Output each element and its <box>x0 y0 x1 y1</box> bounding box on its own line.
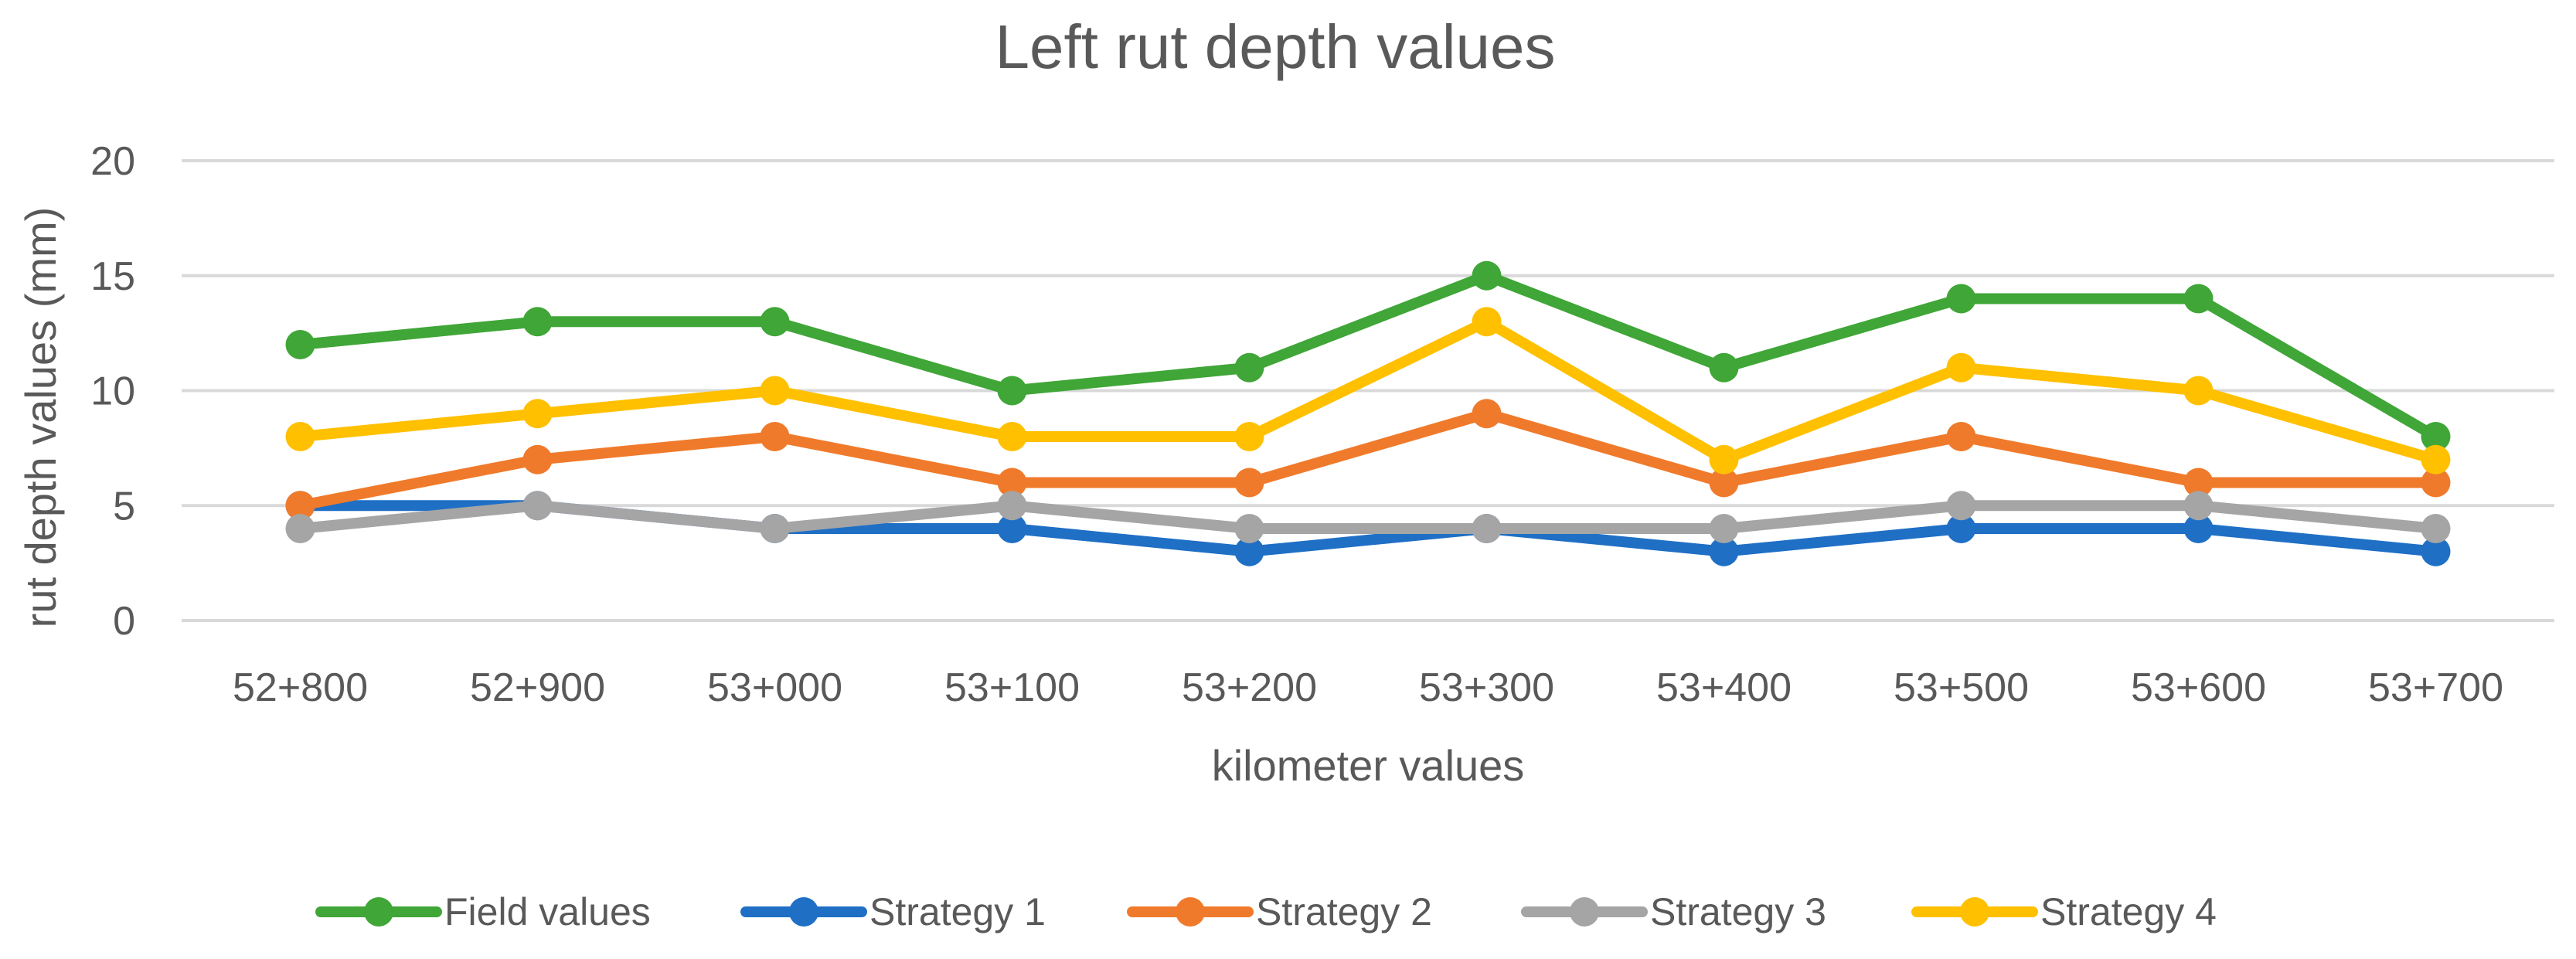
y-axis-ticks: 0 5 10 15 20 <box>90 139 135 644</box>
data-point <box>1234 514 1264 543</box>
x-tick-label: 53+500 <box>1894 665 2029 710</box>
x-tick-label: 53+000 <box>707 665 842 710</box>
data-point <box>2183 491 2214 521</box>
y-tick-label: 20 <box>90 139 135 184</box>
data-point <box>2421 536 2451 566</box>
data-point <box>2421 468 2451 498</box>
y-tick-label: 0 <box>113 599 135 644</box>
data-point <box>1709 468 1739 498</box>
data-point <box>2421 444 2451 474</box>
legend-label: Strategy 2 <box>1256 890 1432 933</box>
data-point <box>1709 352 1739 383</box>
x-tick-label: 53+700 <box>2368 665 2503 710</box>
legend-label: Strategy 3 <box>1650 890 1826 933</box>
x-tick-label: 52+800 <box>233 665 368 710</box>
data-point <box>2183 514 2214 543</box>
data-point <box>997 491 1027 521</box>
x-tick-label: 53+300 <box>1419 665 1554 710</box>
data-point <box>1709 514 1739 543</box>
data-point <box>2183 468 2214 498</box>
data-point <box>2421 514 2451 543</box>
x-tick-label: 53+200 <box>1182 665 1317 710</box>
y-tick-label: 15 <box>90 254 135 299</box>
x-tick-label: 53+400 <box>1656 665 1792 710</box>
series-line <box>294 500 2442 534</box>
x-tick-label: 53+100 <box>944 665 1080 710</box>
data-point <box>1234 536 1264 566</box>
data-point <box>285 330 315 359</box>
series-line <box>294 316 2442 465</box>
data-point <box>997 468 1027 498</box>
legend-swatch-marker <box>364 897 393 927</box>
x-tick-label: 53+600 <box>2131 665 2266 710</box>
series-field-values <box>285 260 2451 451</box>
legend-item[interactable]: Field values <box>315 890 651 933</box>
data-point <box>1946 491 1976 521</box>
legend-swatch-marker <box>1960 897 1989 927</box>
data-point <box>522 399 553 429</box>
data-point <box>1946 284 1976 314</box>
series-strategy-3 <box>285 491 2451 543</box>
legend[interactable]: Field values Strategy 1 Strategy 2 Strategy… <box>315 890 2217 933</box>
data-point <box>522 491 553 521</box>
legend-swatch-marker <box>1176 897 1205 927</box>
x-axis-label: kilometer values <box>1212 741 1525 790</box>
legend-item[interactable]: Strategy 1 <box>740 890 1046 933</box>
x-axis-ticks: 52+800 52+900 53+000 53+100 53+200 53+300 53+4… <box>233 665 2503 710</box>
series-strategy-2 <box>285 399 2451 521</box>
y-axis-label: rut depth values (mm) <box>16 207 65 628</box>
data-point <box>285 514 315 543</box>
data-point <box>2421 422 2451 451</box>
data-point <box>1234 468 1264 498</box>
data-point <box>1946 422 1976 451</box>
series-line <box>294 408 2442 512</box>
series-line <box>294 270 2442 442</box>
data-point <box>760 307 790 337</box>
data-point <box>522 307 553 337</box>
data-point <box>1472 307 1502 337</box>
chart-title: Left rut depth values <box>995 12 1556 81</box>
legend-swatch-marker <box>1570 897 1599 927</box>
data-point <box>1234 352 1264 383</box>
data-point <box>997 422 1027 451</box>
series-group <box>285 260 2451 566</box>
data-point <box>997 376 1027 406</box>
data-point <box>1946 514 1976 543</box>
data-point <box>1472 399 1502 429</box>
legend-item[interactable]: Strategy 3 <box>1521 890 1826 933</box>
data-point <box>760 376 790 406</box>
data-point <box>760 514 790 543</box>
y-tick-label: 10 <box>90 369 135 414</box>
data-point <box>1472 514 1502 543</box>
data-point <box>285 422 315 451</box>
data-point <box>997 514 1027 543</box>
data-point <box>1472 260 1502 291</box>
data-point <box>2183 284 2214 314</box>
data-point <box>1946 352 1976 383</box>
legend-item[interactable]: Strategy 4 <box>1911 890 2217 933</box>
legend-label: Strategy 4 <box>2040 890 2217 933</box>
legend-item[interactable]: Strategy 2 <box>1127 890 1432 933</box>
data-point <box>2183 376 2214 406</box>
series-strategy-4 <box>285 307 2451 474</box>
x-tick-label: 52+900 <box>470 665 605 710</box>
data-point <box>1709 444 1739 474</box>
data-point <box>285 491 315 521</box>
data-point <box>760 422 790 451</box>
data-point <box>522 444 553 474</box>
y-tick-label: 5 <box>113 484 135 529</box>
legend-label: Field values <box>444 890 651 933</box>
legend-label: Strategy 1 <box>869 890 1046 933</box>
data-point <box>1234 422 1264 451</box>
legend-swatch-marker <box>789 897 818 927</box>
data-point <box>1709 536 1739 566</box>
